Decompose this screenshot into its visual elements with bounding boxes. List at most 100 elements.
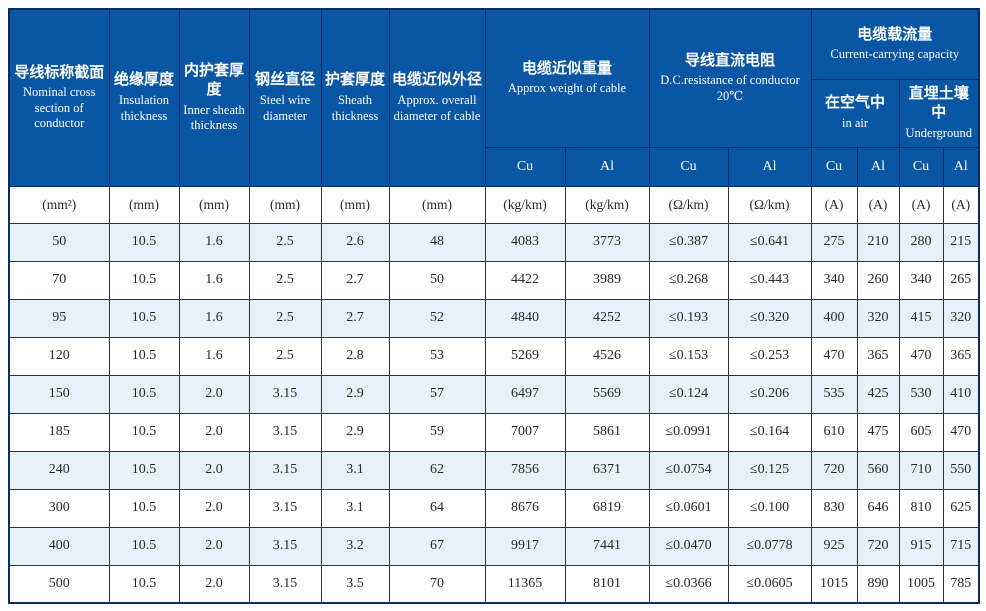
data-cell: 830 xyxy=(810,488,858,528)
header-nominal-section-zh: 导线标称截面 xyxy=(14,64,105,81)
data-cell: 3.15 xyxy=(248,374,322,414)
table-row: 400 10.5 2.0 3.15 3.2 67 9917 7441 ≤0.0470 ≤0.077… xyxy=(8,526,980,566)
data-cell: 425 xyxy=(856,374,900,414)
data-cell: 48 xyxy=(388,222,486,262)
table-row: 120 10.5 1.6 2.5 2.8 53 5269 4526 ≤0.153 ≤0.253 47… xyxy=(8,336,980,376)
header-nominal-section-en: Nominal cross section of conductor xyxy=(22,85,96,131)
table-body: (mm²) (mm) (mm) (mm) (mm) (mm) (kg/km) (kg/km)(… xyxy=(8,185,980,604)
header-steel-wire-zh: 钢丝直径 xyxy=(254,72,315,89)
header-resistance-al: Al xyxy=(727,146,812,187)
header-resistance-zh: 导线直流电阻 xyxy=(684,52,775,69)
data-cell: ≤0.125 xyxy=(727,450,812,490)
unit-cell: (kg/km) xyxy=(484,185,566,224)
data-cell: 52 xyxy=(388,298,486,338)
table-row: 240 10.5 2.0 3.15 3.1 62 7856 6371 ≤0.0754 ≤0.125… xyxy=(8,450,980,490)
header-sheath-en: Sheath thickness xyxy=(331,92,379,123)
data-cell: 2.5 xyxy=(248,222,322,262)
data-cell: 400 xyxy=(810,298,858,338)
header-in-air-en: in air xyxy=(841,115,869,130)
data-cell: 560 xyxy=(856,450,900,490)
header-in-air-zh: 在空气中 xyxy=(824,95,885,112)
data-cell: 1015 xyxy=(810,564,858,604)
data-cell: ≤0.0366 xyxy=(648,564,729,604)
data-cell: 50 xyxy=(388,260,486,300)
data-cell: 610 xyxy=(810,412,858,452)
data-cell: 280 xyxy=(898,222,944,262)
data-cell: ≤0.0754 xyxy=(648,450,729,490)
header-underground-en: Underground xyxy=(905,125,972,140)
data-cell: 53 xyxy=(388,336,486,376)
unit-cell: (mm) xyxy=(108,185,180,224)
data-cell: 6819 xyxy=(564,488,650,528)
data-cell: ≤0.0778 xyxy=(727,526,812,566)
data-cell: 720 xyxy=(810,450,858,490)
data-cell: 3.15 xyxy=(248,450,322,490)
data-cell: 646 xyxy=(856,488,900,528)
data-cell: 4252 xyxy=(564,298,650,338)
data-cell: 3.2 xyxy=(320,526,390,566)
data-cell: 2.0 xyxy=(178,412,250,452)
data-cell: 5269 xyxy=(484,336,566,376)
data-cell: ≤0.253 xyxy=(727,336,812,376)
header-current-capacity: 电缆载流量 Current-carrying capacity xyxy=(810,8,980,80)
header-underground-cu: Cu xyxy=(898,146,944,187)
data-cell: 2.0 xyxy=(178,488,250,528)
data-cell: 150 xyxy=(8,374,110,414)
data-cell: 3.15 xyxy=(248,564,322,604)
data-cell: 2.0 xyxy=(178,450,250,490)
data-cell: 340 xyxy=(898,260,944,300)
data-cell: 95 xyxy=(8,298,110,338)
header-overall-diameter: 电缆近似外径 Approx. overall diameter of cable xyxy=(388,8,486,187)
table-row: 70 10.5 1.6 2.5 2.7 50 4422 3989 ≤0.268 ≤0.443 340… xyxy=(8,260,980,300)
header-diameter-en: Approx. overall diameter of cable xyxy=(393,92,481,123)
header-air-al: Al xyxy=(856,146,900,187)
data-cell: 2.5 xyxy=(248,260,322,300)
unit-cell: (mm²) xyxy=(8,185,110,224)
data-cell: 7856 xyxy=(484,450,566,490)
data-cell: 210 xyxy=(856,222,900,262)
header-weight-al: Al xyxy=(564,146,650,187)
unit-cell: (Ω/km) xyxy=(727,185,812,224)
header-inner-sheath-zh: 内护套厚度 xyxy=(183,62,244,99)
data-cell: 6371 xyxy=(564,450,650,490)
data-cell: ≤0.100 xyxy=(727,488,812,528)
data-cell: 720 xyxy=(856,526,900,566)
data-cell: ≤0.0991 xyxy=(648,412,729,452)
unit-cell: (A) xyxy=(942,185,980,224)
unit-cell: (mm) xyxy=(320,185,390,224)
data-cell: 4526 xyxy=(564,336,650,376)
data-cell: 9917 xyxy=(484,526,566,566)
data-cell: 340 xyxy=(810,260,858,300)
data-cell: 365 xyxy=(942,336,980,376)
data-cell: 715 xyxy=(942,526,980,566)
data-cell: 300 xyxy=(8,488,110,528)
data-cell: 4840 xyxy=(484,298,566,338)
data-cell: 415 xyxy=(898,298,944,338)
data-cell: 10.5 xyxy=(108,336,180,376)
data-cell: 1.6 xyxy=(178,298,250,338)
unit-cell: (A) xyxy=(856,185,900,224)
data-cell: 50 xyxy=(8,222,110,262)
data-cell: 64 xyxy=(388,488,486,528)
unit-cell: (Ω/km) xyxy=(648,185,729,224)
data-cell: 1.6 xyxy=(178,336,250,376)
header-resistance-cu: Cu xyxy=(648,146,729,187)
data-cell: 2.0 xyxy=(178,564,250,604)
unit-cell: (mm) xyxy=(388,185,486,224)
data-cell: 2.7 xyxy=(320,260,390,300)
data-cell: ≤0.320 xyxy=(727,298,812,338)
data-cell: 470 xyxy=(898,336,944,376)
data-cell: 1005 xyxy=(898,564,944,604)
data-cell: 3.5 xyxy=(320,564,390,604)
data-cell: 320 xyxy=(856,298,900,338)
data-cell: 57 xyxy=(388,374,486,414)
data-cell: 10.5 xyxy=(108,450,180,490)
data-cell: 915 xyxy=(898,526,944,566)
data-cell: 10.5 xyxy=(108,564,180,604)
data-cell: 2.5 xyxy=(248,336,322,376)
data-cell: 3989 xyxy=(564,260,650,300)
data-cell: 3.15 xyxy=(248,488,322,528)
data-cell: ≤0.641 xyxy=(727,222,812,262)
data-cell: 2.9 xyxy=(320,412,390,452)
header-sheath-zh: 护套厚度 xyxy=(324,72,385,89)
